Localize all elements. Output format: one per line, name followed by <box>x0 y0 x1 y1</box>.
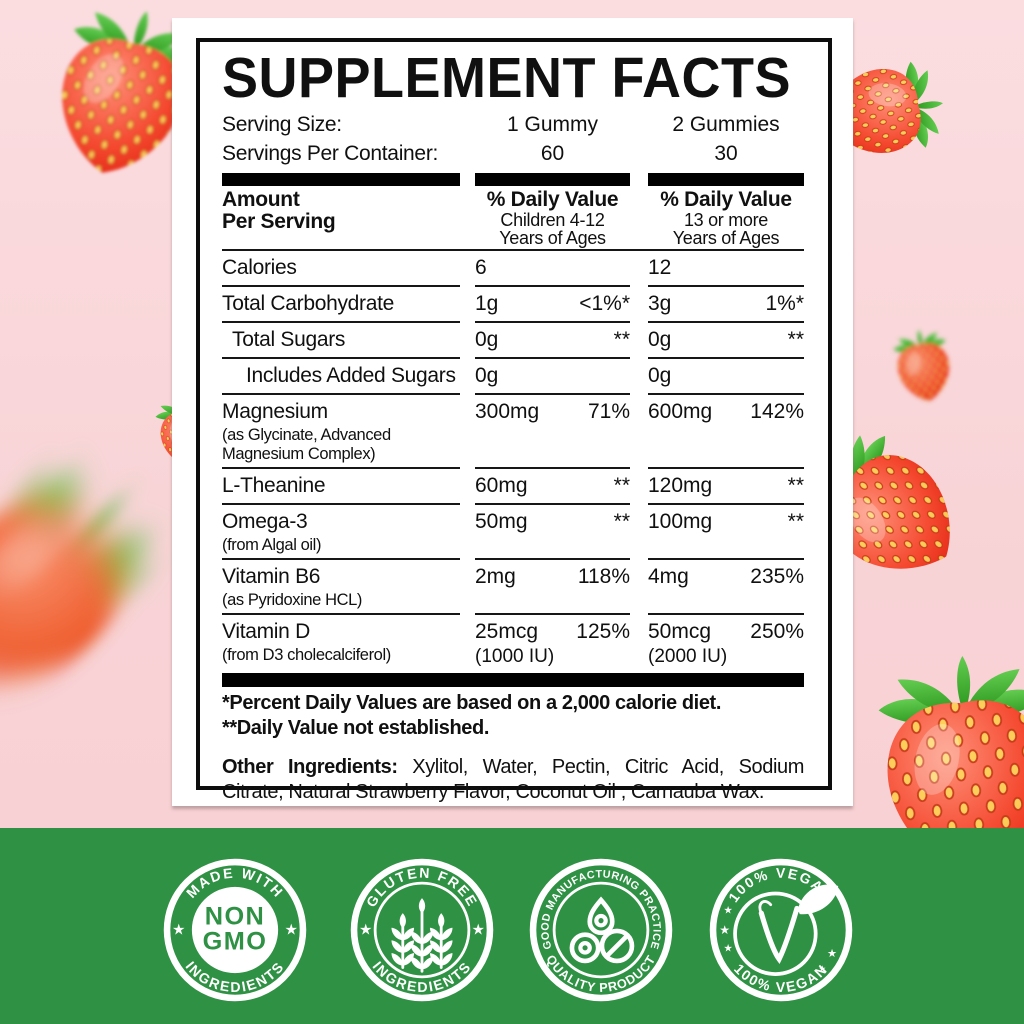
serving-size-col2: 2 Gummies <box>648 110 804 139</box>
table-row: L-Theanine 60mg** 120mg** <box>222 469 804 505</box>
servings-col1: 60 <box>475 139 630 168</box>
servings-col2: 30 <box>648 139 804 168</box>
wheat-icon <box>389 898 455 971</box>
servings-per-container-row: Servings Per Container: 60 30 <box>222 139 804 168</box>
table-row: Omega-3(from Algal oil) 50mg** 100mg** <box>222 505 804 560</box>
star-icon: ★ <box>724 944 733 955</box>
serving-size-col1: 1 Gummy <box>475 110 630 139</box>
gluten-free-badge: GLUTEN FREE INGREDIENTS ★★ <box>347 855 497 1005</box>
thick-divider-bar <box>222 673 804 687</box>
serving-size-label: Serving Size: <box>222 110 460 139</box>
star-icon: ★ <box>172 922 185 939</box>
other-ingredients-label: Other Ingredients: <box>222 756 398 778</box>
star-icon: ★ <box>359 922 372 939</box>
vegan-badge: 100% VEGAN 100% VEGAN ★★★★★ <box>706 855 856 1005</box>
non-gmo-text: NON <box>205 902 265 930</box>
daily-value-header-2: % Daily Value <box>648 189 804 211</box>
servings-per-container-label: Servings Per Container: <box>222 139 460 168</box>
star-icon: ★ <box>719 923 730 937</box>
vegan-v-icon <box>735 885 838 975</box>
supplement-facts-title: SUPPLEMENT FACTS <box>222 50 804 106</box>
supplement-facts-panel: SUPPLEMENT FACTS Serving Size: 1 Gummy 2… <box>172 18 853 806</box>
table-row: Calories 6 12 <box>222 251 804 287</box>
footnotes: *Percent Daily Values are based on a 2,0… <box>222 691 804 741</box>
star-icon: ★ <box>818 963 826 973</box>
star-icon: ★ <box>285 922 298 939</box>
certification-band: MADE WITH INGREDIENTS ★★ NON GMO GLUTEN … <box>0 828 1024 1024</box>
product-label-image: { "panel": { "title": "SUPPLEMENT FACTS"… <box>0 0 1024 1024</box>
star-icon: ★ <box>827 948 837 960</box>
nutrient-table: Calories 6 12 Total Carbohydrate 1g<1%* … <box>222 251 804 671</box>
non-gmo-badge: MADE WITH INGREDIENTS ★★ NON GMO <box>160 855 310 1005</box>
table-row: Magnesium(as Glycinate, Advanced Magnesi… <box>222 395 804 469</box>
star-icon: ★ <box>724 905 733 916</box>
non-gmo-text: GMO <box>203 928 268 956</box>
star-icon: ★ <box>472 922 485 939</box>
footnote-daily-value: *Percent Daily Values are based on a 2,0… <box>222 691 804 716</box>
leaf-icon <box>798 885 838 915</box>
table-row: Vitamin D(from D3 cholecalciferol) 25mcg… <box>222 615 804 671</box>
gmp-badge: GOOD MANUFACTURING PRACTICE QUALITY PROD… <box>526 855 676 1005</box>
gummies-icon <box>572 900 632 961</box>
strawberry-image <box>0 442 178 726</box>
table-row: Total Carbohydrate 1g<1%* 3g1%* <box>222 287 804 323</box>
footnote-not-established: **Daily Value not established. <box>222 716 804 741</box>
divider-bars <box>222 173 804 186</box>
table-row: Total Sugars 0g** 0g** <box>222 323 804 359</box>
table-row: Vitamin B6(as Pyridoxine HCL) 2mg118% 4m… <box>222 560 804 615</box>
serving-size-row: Serving Size: 1 Gummy 2 Gummies <box>222 110 804 139</box>
strawberry-image <box>891 325 956 405</box>
supplement-facts-border: SUPPLEMENT FACTS Serving Size: 1 Gummy 2… <box>196 38 832 790</box>
table-header: Amount Per Serving % Daily Value Childre… <box>222 189 804 251</box>
amount-per-serving-label: Amount <box>222 189 460 211</box>
other-ingredients: Other Ingredients: Xylitol, Water, Pecti… <box>222 755 804 805</box>
table-row: Includes Added Sugars 0g 0g <box>222 359 804 395</box>
daily-value-header-1: % Daily Value <box>475 189 630 211</box>
